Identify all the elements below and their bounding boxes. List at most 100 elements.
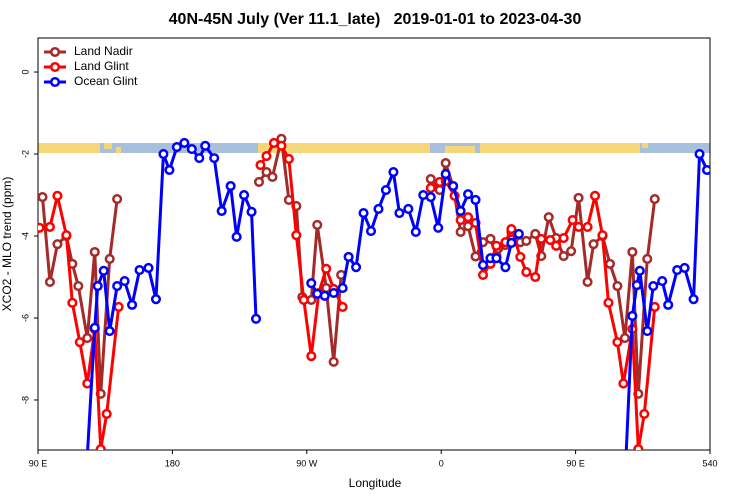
x-tick-label: 90 E bbox=[29, 458, 48, 468]
data-point bbox=[477, 269, 489, 281]
y-axis-label: XCO2 - MLO trend (ppm) bbox=[0, 177, 14, 312]
y-tick-label: -4 bbox=[20, 232, 30, 240]
data-point bbox=[283, 153, 294, 164]
data-point bbox=[200, 140, 211, 151]
data-point bbox=[261, 167, 272, 178]
data-point bbox=[343, 251, 354, 262]
data-point bbox=[112, 280, 123, 292]
data-point bbox=[38, 192, 48, 203]
data-point bbox=[627, 310, 638, 321]
data-point bbox=[82, 333, 93, 344]
data-point bbox=[688, 294, 699, 305]
y-tick-label: 0 bbox=[20, 70, 30, 75]
data-point bbox=[448, 180, 459, 192]
data-point bbox=[485, 233, 496, 244]
data-point bbox=[491, 253, 502, 264]
data-point bbox=[276, 140, 287, 151]
data-point bbox=[337, 283, 348, 294]
data-point bbox=[179, 137, 190, 148]
data-point bbox=[455, 205, 466, 217]
data-point bbox=[403, 203, 414, 214]
data-point bbox=[410, 226, 421, 237]
data-point bbox=[194, 153, 205, 164]
data-point bbox=[250, 313, 262, 324]
data-point bbox=[246, 206, 257, 217]
data-point bbox=[73, 280, 84, 292]
data-point bbox=[618, 378, 629, 389]
series-line bbox=[40, 137, 657, 396]
data-point bbox=[582, 221, 593, 233]
data-point bbox=[52, 239, 63, 250]
x-tick-label: 540 bbox=[702, 458, 717, 468]
data-point bbox=[639, 408, 650, 419]
data-point bbox=[95, 444, 106, 450]
data-point bbox=[634, 265, 645, 276]
data-point bbox=[582, 276, 593, 287]
data-point bbox=[337, 301, 348, 312]
data-point bbox=[143, 262, 154, 274]
data-point bbox=[455, 226, 466, 237]
data-point bbox=[433, 222, 444, 233]
data-point bbox=[38, 222, 45, 233]
data-point bbox=[612, 337, 623, 348]
data-point bbox=[225, 180, 236, 192]
data-point bbox=[328, 356, 339, 367]
data-point bbox=[74, 337, 85, 348]
data-point bbox=[567, 214, 578, 226]
data-point bbox=[425, 182, 436, 194]
data-point bbox=[306, 278, 317, 289]
data-point bbox=[500, 262, 511, 273]
data-point bbox=[104, 253, 115, 265]
data-point bbox=[319, 290, 330, 301]
data-point bbox=[358, 207, 369, 219]
series-line bbox=[86, 141, 709, 450]
data-point bbox=[44, 221, 55, 233]
data-point bbox=[44, 276, 55, 287]
data-point bbox=[597, 230, 608, 241]
data-point bbox=[530, 271, 541, 283]
data-point bbox=[104, 326, 115, 337]
data-point bbox=[255, 160, 266, 171]
data-point bbox=[573, 221, 584, 233]
x-tick-label: 180 bbox=[165, 458, 180, 468]
land-mask-band bbox=[38, 143, 710, 153]
data-point bbox=[351, 262, 362, 273]
data-point bbox=[52, 190, 63, 201]
data-point bbox=[470, 251, 481, 262]
x-tick-label: 90 E bbox=[566, 458, 585, 468]
data-point bbox=[521, 267, 532, 278]
data-point bbox=[536, 233, 547, 244]
data-point bbox=[621, 478, 629, 486]
data-point bbox=[186, 144, 197, 155]
data-point bbox=[603, 297, 614, 308]
plot-area bbox=[38, 133, 710, 486]
data-point bbox=[298, 294, 309, 306]
data-point bbox=[589, 190, 601, 201]
x-tick-label: 90 W bbox=[296, 458, 318, 468]
data-point bbox=[551, 240, 562, 251]
data-point bbox=[394, 207, 405, 219]
data-point bbox=[694, 148, 705, 160]
legend-label: Land Nadir bbox=[74, 44, 133, 58]
data-point bbox=[113, 301, 124, 312]
data-point bbox=[67, 297, 78, 308]
plot-frame bbox=[37, 37, 711, 451]
data-point bbox=[112, 194, 123, 205]
data-point bbox=[216, 205, 227, 217]
data-point bbox=[119, 276, 130, 287]
data-point bbox=[92, 280, 103, 292]
data-point bbox=[642, 253, 653, 265]
data-point bbox=[463, 212, 474, 223]
data-point bbox=[491, 240, 502, 251]
data-point bbox=[150, 294, 162, 305]
data-point bbox=[631, 280, 642, 291]
data-point bbox=[239, 189, 250, 201]
data-point bbox=[648, 280, 659, 292]
data-point bbox=[425, 173, 436, 185]
data-point bbox=[365, 226, 377, 237]
data-point bbox=[642, 326, 653, 337]
data-point bbox=[89, 322, 100, 333]
data-point bbox=[588, 239, 599, 250]
data-point bbox=[98, 265, 109, 276]
